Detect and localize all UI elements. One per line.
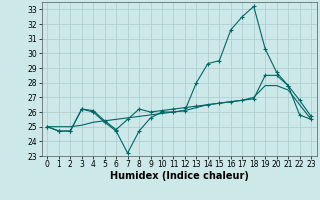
X-axis label: Humidex (Indice chaleur): Humidex (Indice chaleur): [110, 171, 249, 181]
